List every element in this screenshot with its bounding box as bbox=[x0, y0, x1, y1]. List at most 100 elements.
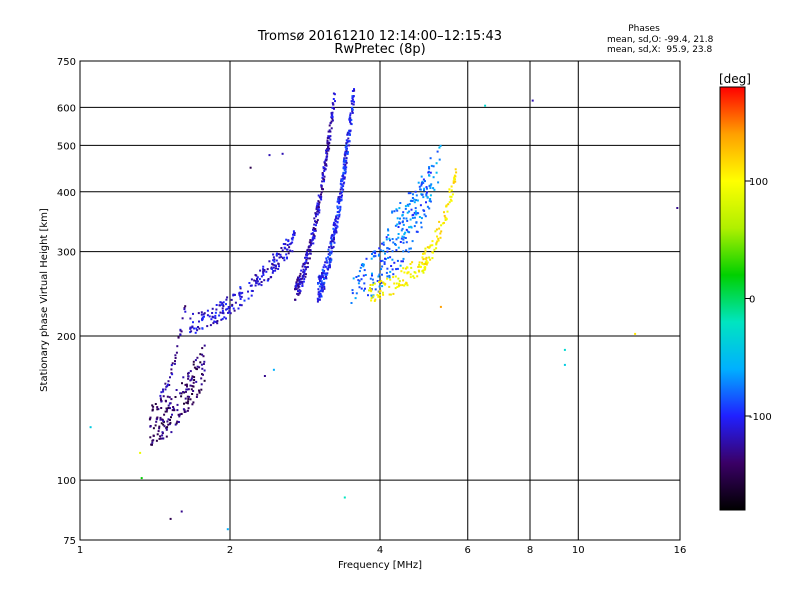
data-point bbox=[379, 289, 382, 292]
data-point bbox=[160, 422, 163, 425]
data-point bbox=[303, 269, 306, 272]
data-point bbox=[331, 114, 334, 117]
data-point bbox=[169, 517, 172, 520]
data-point bbox=[155, 418, 158, 421]
data-point bbox=[351, 289, 354, 292]
data-point bbox=[325, 277, 327, 280]
data-point bbox=[159, 416, 162, 419]
data-point bbox=[420, 184, 423, 187]
data-point bbox=[381, 242, 384, 245]
data-point bbox=[196, 365, 199, 368]
data-point bbox=[167, 404, 170, 407]
data-point bbox=[318, 277, 321, 280]
data-point bbox=[161, 418, 164, 421]
data-point bbox=[312, 233, 315, 236]
data-point bbox=[281, 152, 284, 155]
data-point bbox=[321, 272, 323, 275]
data-point bbox=[318, 285, 321, 288]
data-point bbox=[319, 295, 322, 298]
data-point bbox=[388, 293, 391, 296]
data-point bbox=[401, 227, 404, 230]
data-point bbox=[378, 273, 381, 276]
data-point bbox=[347, 137, 350, 140]
data-point bbox=[171, 373, 174, 376]
data-point bbox=[420, 182, 423, 185]
data-point bbox=[449, 195, 452, 198]
data-point bbox=[381, 285, 384, 288]
data-point bbox=[385, 236, 388, 239]
data-point bbox=[450, 189, 453, 192]
data-point bbox=[215, 321, 218, 323]
data-point bbox=[345, 139, 348, 142]
chart-title: Tromsø 20161210 12:14:00–12:15:43 bbox=[257, 29, 502, 44]
data-point bbox=[155, 420, 158, 423]
data-point bbox=[376, 280, 379, 282]
data-point bbox=[410, 208, 413, 211]
data-point bbox=[435, 242, 438, 245]
data-point bbox=[317, 288, 320, 291]
data-point bbox=[166, 420, 169, 423]
data-point bbox=[332, 227, 335, 230]
data-point bbox=[183, 308, 186, 311]
data-point bbox=[149, 417, 152, 420]
data-point bbox=[198, 389, 200, 392]
data-point bbox=[332, 103, 335, 106]
data-point bbox=[341, 178, 344, 181]
data-point bbox=[362, 274, 365, 277]
data-point bbox=[151, 404, 154, 407]
data-point bbox=[282, 243, 285, 245]
data-point bbox=[329, 257, 332, 260]
data-point bbox=[401, 235, 404, 238]
data-point bbox=[342, 182, 345, 185]
data-point bbox=[345, 157, 348, 160]
data-point bbox=[404, 283, 407, 286]
data-point bbox=[219, 301, 222, 304]
data-point bbox=[404, 207, 407, 210]
data-point bbox=[484, 104, 487, 107]
data-point bbox=[351, 111, 354, 114]
data-point bbox=[151, 443, 153, 446]
data-point bbox=[291, 250, 294, 253]
data-point bbox=[256, 280, 259, 283]
data-point bbox=[169, 407, 171, 410]
data-point bbox=[448, 190, 451, 193]
data-point bbox=[331, 238, 333, 241]
data-point bbox=[330, 247, 333, 250]
data-point bbox=[319, 290, 322, 292]
data-point bbox=[190, 377, 193, 380]
data-point bbox=[256, 278, 258, 281]
data-point bbox=[221, 309, 224, 312]
data-point bbox=[394, 287, 397, 290]
data-point bbox=[365, 257, 368, 260]
data-point bbox=[302, 273, 305, 276]
data-point bbox=[165, 428, 168, 431]
data-point bbox=[402, 211, 405, 214]
data-point bbox=[425, 263, 428, 266]
data-point bbox=[389, 278, 392, 281]
data-point bbox=[450, 195, 453, 198]
data-point bbox=[379, 249, 382, 252]
data-point bbox=[321, 173, 324, 176]
data-point bbox=[418, 263, 421, 266]
data-point bbox=[189, 326, 192, 329]
data-point bbox=[348, 133, 351, 136]
data-point bbox=[326, 139, 329, 142]
data-point bbox=[174, 396, 177, 398]
data-point bbox=[322, 272, 325, 274]
data-point bbox=[333, 221, 336, 224]
data-point bbox=[351, 292, 354, 295]
data-point bbox=[200, 377, 203, 380]
data-point bbox=[393, 282, 396, 285]
data-point bbox=[301, 285, 304, 287]
data-point bbox=[208, 315, 211, 318]
data-point bbox=[364, 274, 367, 276]
data-point bbox=[336, 206, 339, 208]
data-point bbox=[428, 167, 431, 170]
data-point bbox=[343, 177, 346, 180]
data-point bbox=[317, 208, 320, 211]
data-point bbox=[421, 270, 424, 273]
data-point bbox=[402, 250, 405, 253]
data-point bbox=[429, 171, 432, 174]
data-point bbox=[394, 224, 397, 227]
data-point bbox=[371, 272, 373, 275]
